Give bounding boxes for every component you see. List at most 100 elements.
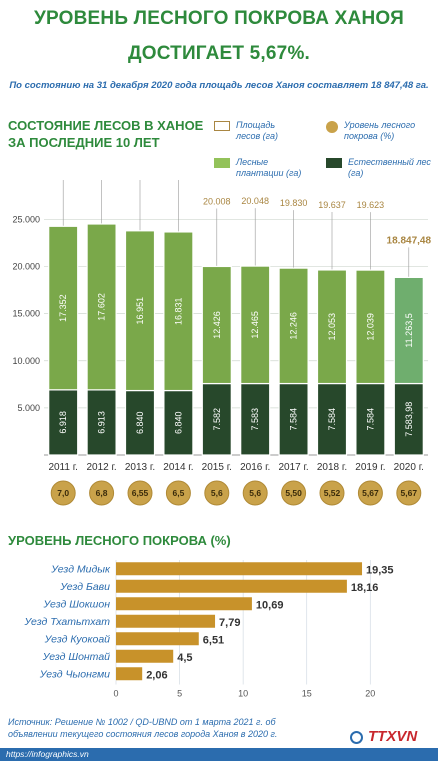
footer-site-link[interactable]: https://infographics.vn — [6, 749, 89, 759]
natural-value-label: 6.840 — [135, 412, 145, 435]
coverage-bar — [116, 579, 347, 593]
coverage-coin — [165, 480, 191, 506]
district-label: Уезд Куокоай — [44, 633, 110, 645]
year-label: 2018 г. — [317, 462, 347, 473]
total-value-label: 20.048 — [241, 196, 269, 206]
bar-plantation — [240, 265, 271, 385]
coverage-bar — [116, 562, 363, 576]
plantation-value-label: 17.602 — [97, 293, 107, 321]
globe-icon — [350, 731, 363, 744]
coverage-coin — [281, 480, 307, 506]
coverage-bar — [116, 614, 216, 628]
total-value-label: 19.623 — [357, 200, 385, 210]
plantation-value-label: 12.426 — [212, 311, 222, 339]
legend-area-label2: лесов (га) — [236, 131, 279, 141]
footer-bar: https://infographics.vn — [0, 748, 438, 761]
plantation-value-label: 11.263,5 — [404, 313, 414, 347]
subtitle: По состоянию на 31 декабря 2020 года пло… — [9, 80, 429, 91]
x-tick-label: 20 — [365, 689, 375, 699]
coverage-coin — [50, 480, 76, 506]
legend-area: Площадь лесов (га) — [214, 120, 278, 142]
natural-value-label: 7.584 — [327, 408, 337, 431]
year-label: 2015 г. — [202, 462, 232, 473]
plantation-value-label: 12.053 — [327, 313, 337, 341]
coverage-value-label: 5,6 — [211, 488, 223, 498]
total-value-label: 19.830 — [280, 198, 308, 208]
coverage-coin — [127, 480, 153, 506]
legend-plantation-label2: плантации (га) — [236, 168, 302, 178]
coverage-coin — [89, 480, 115, 506]
bar-plantation — [355, 269, 386, 385]
coverage-bar-value: 19,35 — [366, 564, 394, 576]
legend-natural-label1: Естественный лес — [348, 157, 431, 167]
x-tick-label: 15 — [302, 689, 312, 699]
bar-plantation — [48, 225, 79, 391]
coverage-value-label: 6,55 — [132, 488, 149, 498]
district-label: Уезд Шокшон — [43, 598, 111, 610]
logo-text: TTXVN — [368, 728, 418, 745]
plantation-value-label: 17.352 — [58, 294, 68, 322]
bar-plantation — [163, 231, 194, 392]
year-label: 2014 г. — [163, 462, 193, 473]
natural-value-label: 6.913 — [97, 411, 107, 434]
bar-natural — [163, 389, 194, 456]
natural-value-label: 6.840 — [173, 412, 183, 435]
coverage-value-label: 5,67 — [401, 488, 418, 498]
source-note: Источник: Решение № 1002 / QD-UBND от 1 … — [8, 716, 368, 740]
year-label: 2013 г. — [125, 462, 155, 473]
coverage-value-label: 6,5 — [172, 488, 184, 498]
source-line2: объявлении текущего состояния лесов горо… — [8, 729, 278, 739]
natural-value-label: 7.584 — [365, 408, 375, 431]
year-label: 2016 г. — [240, 462, 270, 473]
coverage-coin — [319, 480, 345, 506]
bar-plantation — [124, 230, 156, 392]
y-tick-label: 15.000 — [12, 309, 40, 319]
coverage-coin — [242, 480, 268, 506]
coverage-bar-value: 4,5 — [177, 652, 192, 664]
coverage-coin — [357, 480, 383, 506]
legend-natural-label2: (га) — [348, 168, 364, 178]
legend-area-swatch — [214, 121, 230, 131]
bar-plantation — [86, 223, 117, 391]
section1-title: СОСТОЯНИЕ ЛЕСОВ В ХАНОЕ ЗА ПОСЛЕДНИЕ 10 … — [8, 117, 203, 151]
legend-plantation-label1: Лесные — [236, 157, 269, 167]
total-value-label: 20.008 — [203, 196, 231, 206]
coverage-bar — [116, 597, 252, 611]
legend-plantation-swatch — [214, 158, 230, 168]
year-label: 2020 г. — [394, 462, 424, 473]
district-label: Уезд Чыонгми — [39, 668, 110, 680]
district-label: Уезд Тхатьтхат — [24, 616, 111, 628]
natural-value-label: 7.582 — [212, 408, 222, 431]
y-tick-label: 20.000 — [12, 262, 40, 272]
year-label: 2017 г. — [278, 462, 308, 473]
legend-rate: Уровень лесного покрова (%) — [326, 120, 415, 142]
coverage-bar-value: 2,06 — [146, 669, 167, 681]
forest-area-chart: 5.000 10.000 15.000 20.000 25.000 6.918 17.352… — [12, 180, 431, 506]
ttxvn-logo: TTXVN — [350, 728, 434, 748]
legend-plantation: Лесные плантации (га) — [214, 157, 301, 179]
y-tick-label: 25.000 — [12, 214, 40, 224]
year-label: 2019 г. — [355, 462, 385, 473]
bar-natural — [124, 389, 156, 456]
natural-value-label: 6.918 — [58, 411, 68, 434]
coverage-bar-value: 18,16 — [351, 582, 379, 594]
year-label: 2012 г. — [86, 462, 116, 473]
legend-rate-label2: покрова (%) — [344, 131, 395, 141]
bar-natural — [316, 382, 348, 456]
plantation-value-label: 16.951 — [135, 297, 145, 325]
bar-plantation — [278, 267, 309, 385]
coverage-value-label: 5,6 — [249, 488, 261, 498]
coverage-value-label: 5,52 — [324, 488, 341, 498]
plantation-value-label: 12.465 — [250, 311, 260, 339]
x-tick-label: 10 — [238, 689, 248, 699]
plantation-value-label: 16.831 — [173, 297, 183, 325]
bar-natural — [393, 382, 424, 456]
bar-plantation — [201, 265, 232, 385]
natural-value-label: 7.583,98 — [404, 402, 414, 437]
year-label: 2011 г. — [48, 462, 78, 473]
bar-natural — [355, 382, 386, 456]
natural-value-label: 7.584 — [289, 408, 299, 431]
coverage-bar — [116, 632, 199, 646]
section1-title-line1: СОСТОЯНИЕ ЛЕСОВ В ХАНОЕ — [8, 118, 204, 133]
